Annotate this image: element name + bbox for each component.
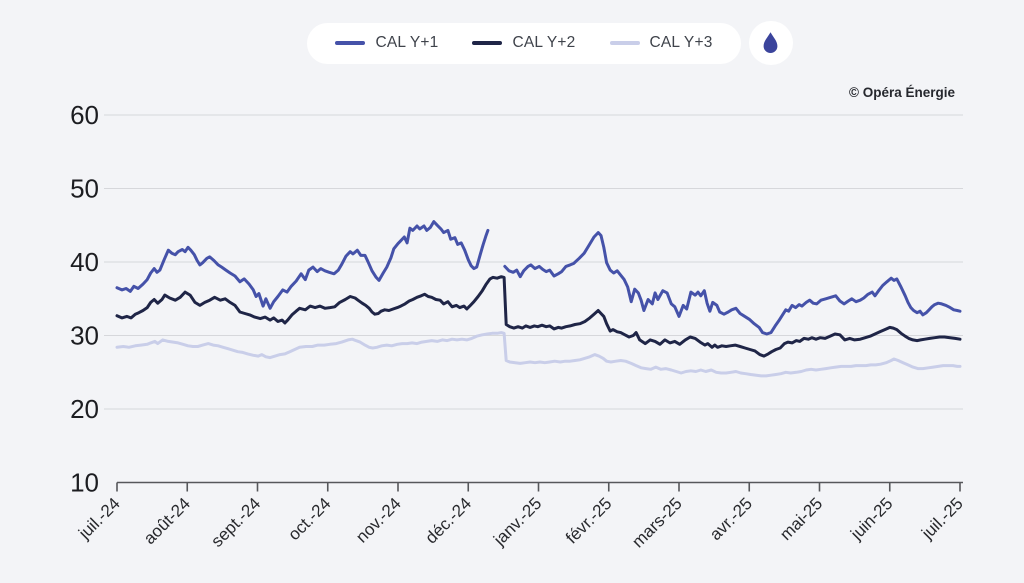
legend-item-cal-y1[interactable]: CAL Y+1	[335, 34, 438, 52]
series-line-cal-y-1	[503, 231, 962, 336]
legend-bar: CAL Y+1 CAL Y+2 CAL Y+3	[38, 21, 1024, 65]
series-line-cal-y-2	[115, 275, 962, 358]
legend-swatch-cal-y2	[472, 41, 503, 45]
x-axis-label: mars-25	[628, 494, 686, 552]
y-axis-label-50: 50	[70, 174, 99, 204]
x-axis-label: juil.-24	[74, 494, 124, 544]
legend-swatch-cal-y1	[335, 41, 366, 45]
legend-item-cal-y2[interactable]: CAL Y+2	[472, 34, 575, 52]
x-axis-label: sept.-24	[207, 494, 264, 551]
y-axis-label-40: 40	[70, 247, 99, 277]
legend-swatch-cal-y3	[609, 41, 640, 45]
x-axis-label: déc.-24	[422, 494, 476, 548]
x-axis-label: juil.-25	[917, 494, 967, 544]
y-axis-label-30: 30	[70, 321, 99, 351]
legend-label-cal-y2: CAL Y+2	[512, 34, 576, 51]
x-axis-label: janv.-25	[489, 494, 545, 550]
y-axis-label-20: 20	[70, 394, 99, 424]
x-axis-label: nov.-24	[352, 494, 405, 547]
series-line-cal-y-1	[115, 220, 490, 310]
legend-label-cal-y3: CAL Y+3	[649, 34, 713, 51]
brand-flame-badge	[748, 21, 793, 65]
x-axis-label: mai-25	[776, 494, 826, 544]
flame-icon	[763, 31, 778, 53]
x-axis-label: juin-25	[846, 494, 896, 544]
y-axis-label-60: 60	[70, 100, 99, 130]
y-axis-label-10: 10	[70, 468, 99, 498]
series-line-cal-y-3	[115, 331, 962, 378]
x-axis-label: août-24	[140, 494, 194, 548]
x-axis-label: févr.-25	[562, 494, 616, 548]
copyright-label: © Opéra Énergie	[849, 85, 955, 100]
x-axis-label: oct.-24	[284, 494, 334, 544]
legend-label-cal-y1: CAL Y+1	[375, 34, 439, 51]
x-axis-label: avr.-25	[706, 494, 756, 544]
legend-item-cal-y3[interactable]: CAL Y+3	[609, 34, 713, 52]
legend-pill: CAL Y+1 CAL Y+2 CAL Y+3	[307, 22, 741, 64]
